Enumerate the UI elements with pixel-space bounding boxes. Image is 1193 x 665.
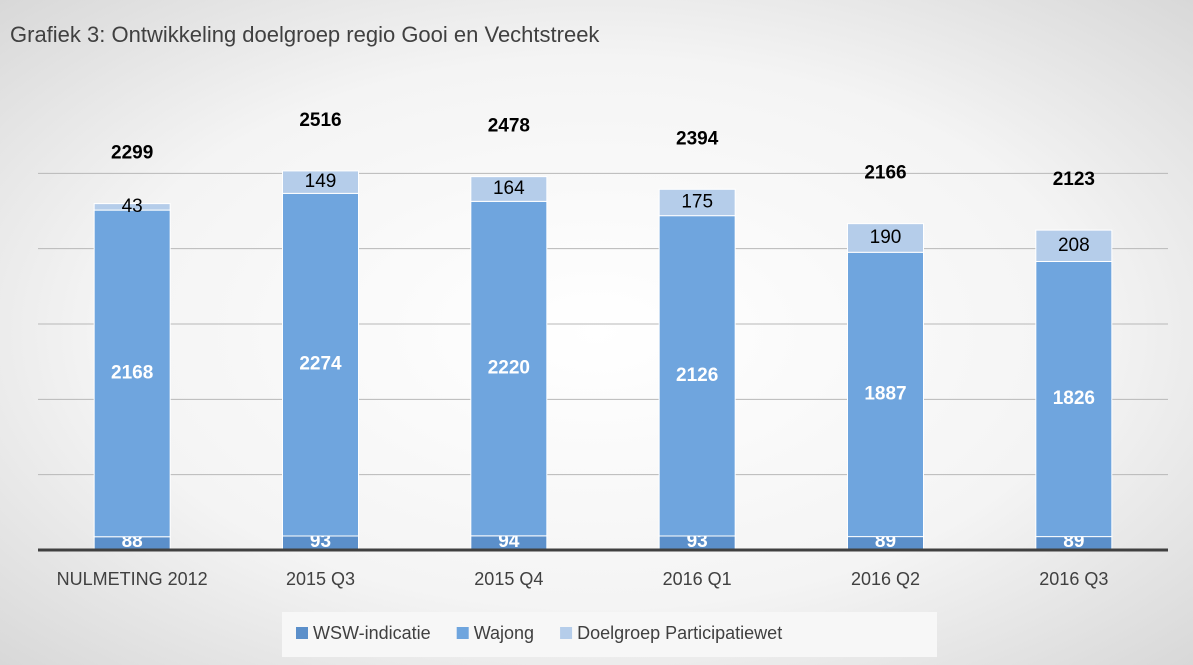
bar-segment <box>470 176 548 202</box>
x-tick-label: 2015 Q3 <box>286 569 355 589</box>
x-tick-label: 2015 Q4 <box>474 569 543 589</box>
bar-segment <box>658 188 736 217</box>
x-tick-label: 2016 Q3 <box>1039 569 1108 589</box>
value-label: 2274 <box>299 354 342 375</box>
value-label: 190 <box>870 227 902 248</box>
x-tick-label: 2016 Q1 <box>663 569 732 589</box>
total-label: 2299 <box>111 143 153 164</box>
legend-swatch <box>296 627 308 639</box>
value-label: 43 <box>122 196 143 217</box>
bar-segment <box>847 251 924 538</box>
value-label: 175 <box>681 192 713 213</box>
total-label: 2516 <box>299 110 341 131</box>
bar-segment <box>1035 229 1113 262</box>
value-label: 2168 <box>111 362 153 383</box>
x-tick-label: 2016 Q2 <box>851 569 920 589</box>
value-label: 1826 <box>1053 388 1095 409</box>
value-label: 149 <box>305 171 337 192</box>
value-label: 164 <box>493 178 525 199</box>
value-label: 208 <box>1058 235 1090 256</box>
legend-label: Wajong <box>474 623 534 643</box>
total-label: 2123 <box>1053 169 1095 190</box>
value-label: 2126 <box>676 365 718 386</box>
legend-swatch <box>456 627 469 639</box>
bar-segment <box>282 192 359 537</box>
legend-label: Doelgroep Participatiewet <box>577 623 782 643</box>
bar-segment <box>847 223 924 253</box>
legend-box <box>282 612 937 657</box>
bar-segment <box>470 200 548 537</box>
bar-segment <box>282 170 359 194</box>
value-label: 1887 <box>864 383 906 404</box>
legend-label: WSW-indicatie <box>313 623 431 643</box>
legend-swatch <box>560 627 573 639</box>
x-tick-label: NULMETING 2012 <box>57 569 208 589</box>
total-label: 2166 <box>864 163 906 184</box>
bar-segment <box>658 215 736 537</box>
total-label: 2478 <box>488 116 530 137</box>
value-label: 2220 <box>488 358 530 379</box>
total-label: 2394 <box>676 128 719 149</box>
chart-title: Grafiek 3: Ontwikkeling doelgroep regio … <box>10 22 600 47</box>
bar-segment <box>93 203 171 211</box>
bar-segment <box>1035 260 1113 538</box>
